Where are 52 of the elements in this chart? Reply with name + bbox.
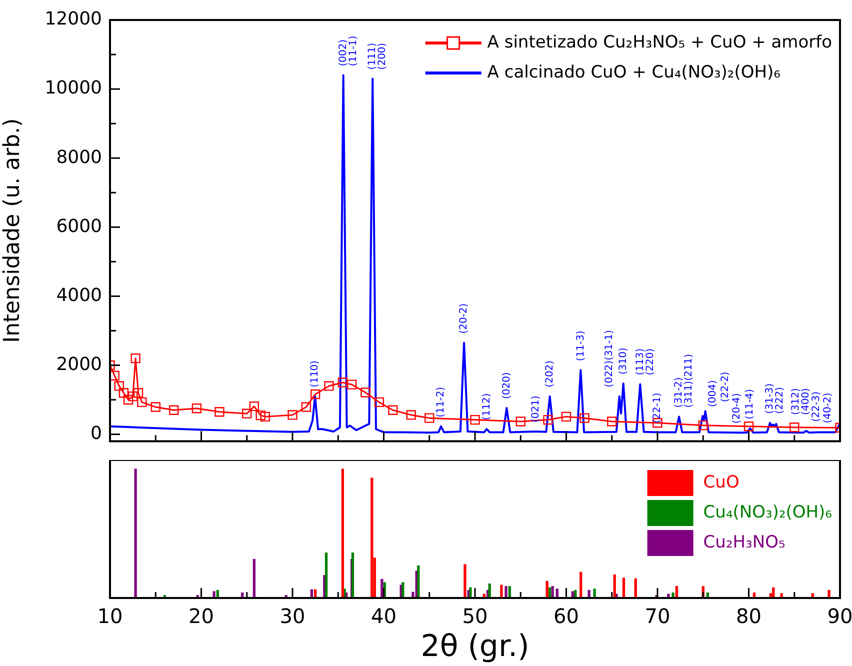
y-axis-title: Intensidade (u. arb.) — [0, 118, 25, 343]
annotation: (112) — [481, 393, 492, 420]
annotation: (111) — [367, 42, 378, 70]
y-tick-label: 2000 — [56, 354, 102, 375]
annotation: (11-1) — [348, 36, 359, 66]
annotation: (11-4) — [744, 388, 756, 420]
annotation: (022)(31-1) — [604, 330, 615, 388]
annotation: (22-3) — [810, 391, 822, 422]
annotation: (311)(211) — [684, 354, 695, 408]
annotation: (002) — [338, 39, 349, 66]
annotation: (11-3) — [575, 330, 586, 362]
annotation: (312) — [790, 388, 802, 415]
x-tick-label: 50 — [462, 604, 488, 628]
annotation: (400) — [800, 388, 812, 415]
y-tick-label: 6000 — [56, 216, 102, 237]
legend-label: Cu₄(NO₃)₂(OH)₆ — [703, 502, 832, 522]
legend-label: A sintetizado Cu₂H₃NO₅ + CuO + amorfo — [487, 32, 832, 52]
x-tick-label: 80 — [736, 604, 762, 628]
annotation: (20-4) — [731, 392, 742, 424]
annotation: (11-2) — [436, 386, 447, 418]
x-tick-label: 10 — [97, 604, 123, 628]
annotation: (004) — [707, 380, 718, 407]
x-tick-label: 90 — [827, 604, 852, 628]
legend-label: A calcinado CuO + Cu₄(NO₃)₂(OH)₆ — [487, 62, 781, 82]
x-tick-label: 30 — [280, 604, 306, 628]
y-tick-label: 8000 — [56, 146, 102, 168]
annotation: (31-3) — [764, 383, 776, 414]
x-axis-title: 2θ (gr.) — [420, 628, 530, 664]
y-tick-label: 12000 — [44, 8, 102, 30]
annotation: (020) — [501, 372, 512, 400]
annotation: (113) — [634, 348, 646, 376]
annotation: (220) — [644, 348, 656, 376]
annotation: (22-1) — [652, 392, 664, 424]
x-tick-label: 70 — [644, 604, 670, 628]
x-tick-label: 40 — [371, 604, 396, 628]
annotation: (222) — [774, 386, 786, 414]
annotation: (202) — [544, 360, 556, 388]
x-tick-label: 20 — [188, 604, 214, 628]
y-tick-label: 4000 — [56, 284, 102, 306]
annotation: (31-2) — [674, 377, 685, 408]
annotation: (22-2) — [720, 372, 731, 402]
annotation: (20-2) — [458, 303, 470, 334]
annotation: (310) — [618, 348, 629, 375]
annotation: (110) — [310, 360, 321, 388]
legend-label: Cu₂H₃NO₅ — [703, 532, 786, 552]
legend-label: CuO — [703, 472, 740, 492]
annotation: (40-2) — [822, 392, 834, 424]
annotation: (200) — [377, 42, 388, 70]
y-tick-label: 10000 — [44, 78, 102, 99]
annotation: (021) — [530, 396, 542, 423]
y-tick-label: 0 — [90, 422, 102, 444]
x-tick-label: 60 — [554, 604, 579, 628]
